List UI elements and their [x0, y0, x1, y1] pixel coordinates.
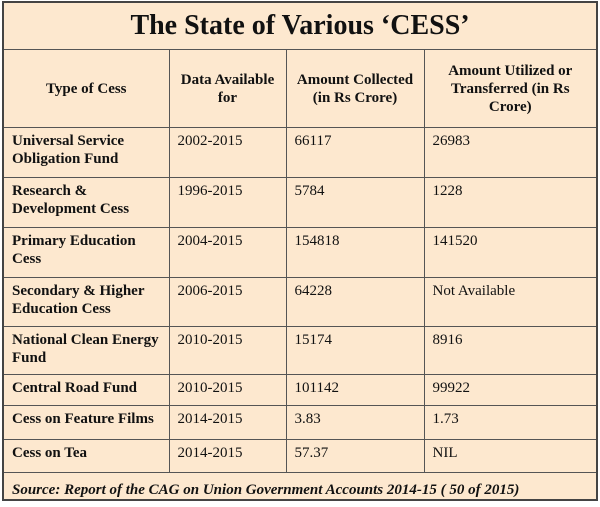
cell: 1996-2015	[169, 178, 286, 228]
cess-name: Cess on Feature Films	[4, 406, 169, 440]
source-note: Source: Report of the CAG on Union Gover…	[4, 473, 596, 507]
cell: 2010-2015	[169, 375, 286, 406]
cell: 1.73	[424, 406, 596, 440]
cell: 2004-2015	[169, 228, 286, 278]
cell: 2014-2015	[169, 406, 286, 440]
column-header: Data Available for	[169, 50, 286, 128]
cell: 8916	[424, 327, 596, 375]
cell: 99922	[424, 375, 596, 406]
table-title: The State of Various ‘CESS’	[4, 3, 596, 50]
cell: 2010-2015	[169, 327, 286, 375]
cess-table: The State of Various ‘CESS’ Type of Cess…	[4, 3, 596, 507]
cess-name: Universal Service Obligation Fund	[4, 128, 169, 178]
cell: 64228	[286, 278, 424, 327]
cell: 101142	[286, 375, 424, 406]
cess-name: Cess on Tea	[4, 440, 169, 473]
source-row: Source: Report of the CAG on Union Gover…	[4, 473, 596, 507]
cell: 154818	[286, 228, 424, 278]
column-header: Amount Utilized or Transferred (in Rs Cr…	[424, 50, 596, 128]
cess-name: Primary Education Cess	[4, 228, 169, 278]
cell: NIL	[424, 440, 596, 473]
table-body: The State of Various ‘CESS’ Type of Cess…	[4, 3, 596, 507]
cell: 2002-2015	[169, 128, 286, 178]
column-header: Type of Cess	[4, 50, 169, 128]
cell: 2014-2015	[169, 440, 286, 473]
table-card: The State of Various ‘CESS’ Type of Cess…	[2, 1, 598, 501]
cell: 15174	[286, 327, 424, 375]
column-header: Amount Collected (in Rs Crore)	[286, 50, 424, 128]
title-row: The State of Various ‘CESS’	[4, 3, 596, 50]
cell: 26983	[424, 128, 596, 178]
cell: 3.83	[286, 406, 424, 440]
cess-name: Research & Development Cess	[4, 178, 169, 228]
cell: 141520	[424, 228, 596, 278]
cell: Not Available	[424, 278, 596, 327]
cess-name: Secondary & Higher Education Cess	[4, 278, 169, 327]
cess-name: Central Road Fund	[4, 375, 169, 406]
cell: 1228	[424, 178, 596, 228]
cess-name: National Clean Energy Fund	[4, 327, 169, 375]
cell: 5784	[286, 178, 424, 228]
cell: 57.37	[286, 440, 424, 473]
cell: 66117	[286, 128, 424, 178]
cell: 2006-2015	[169, 278, 286, 327]
